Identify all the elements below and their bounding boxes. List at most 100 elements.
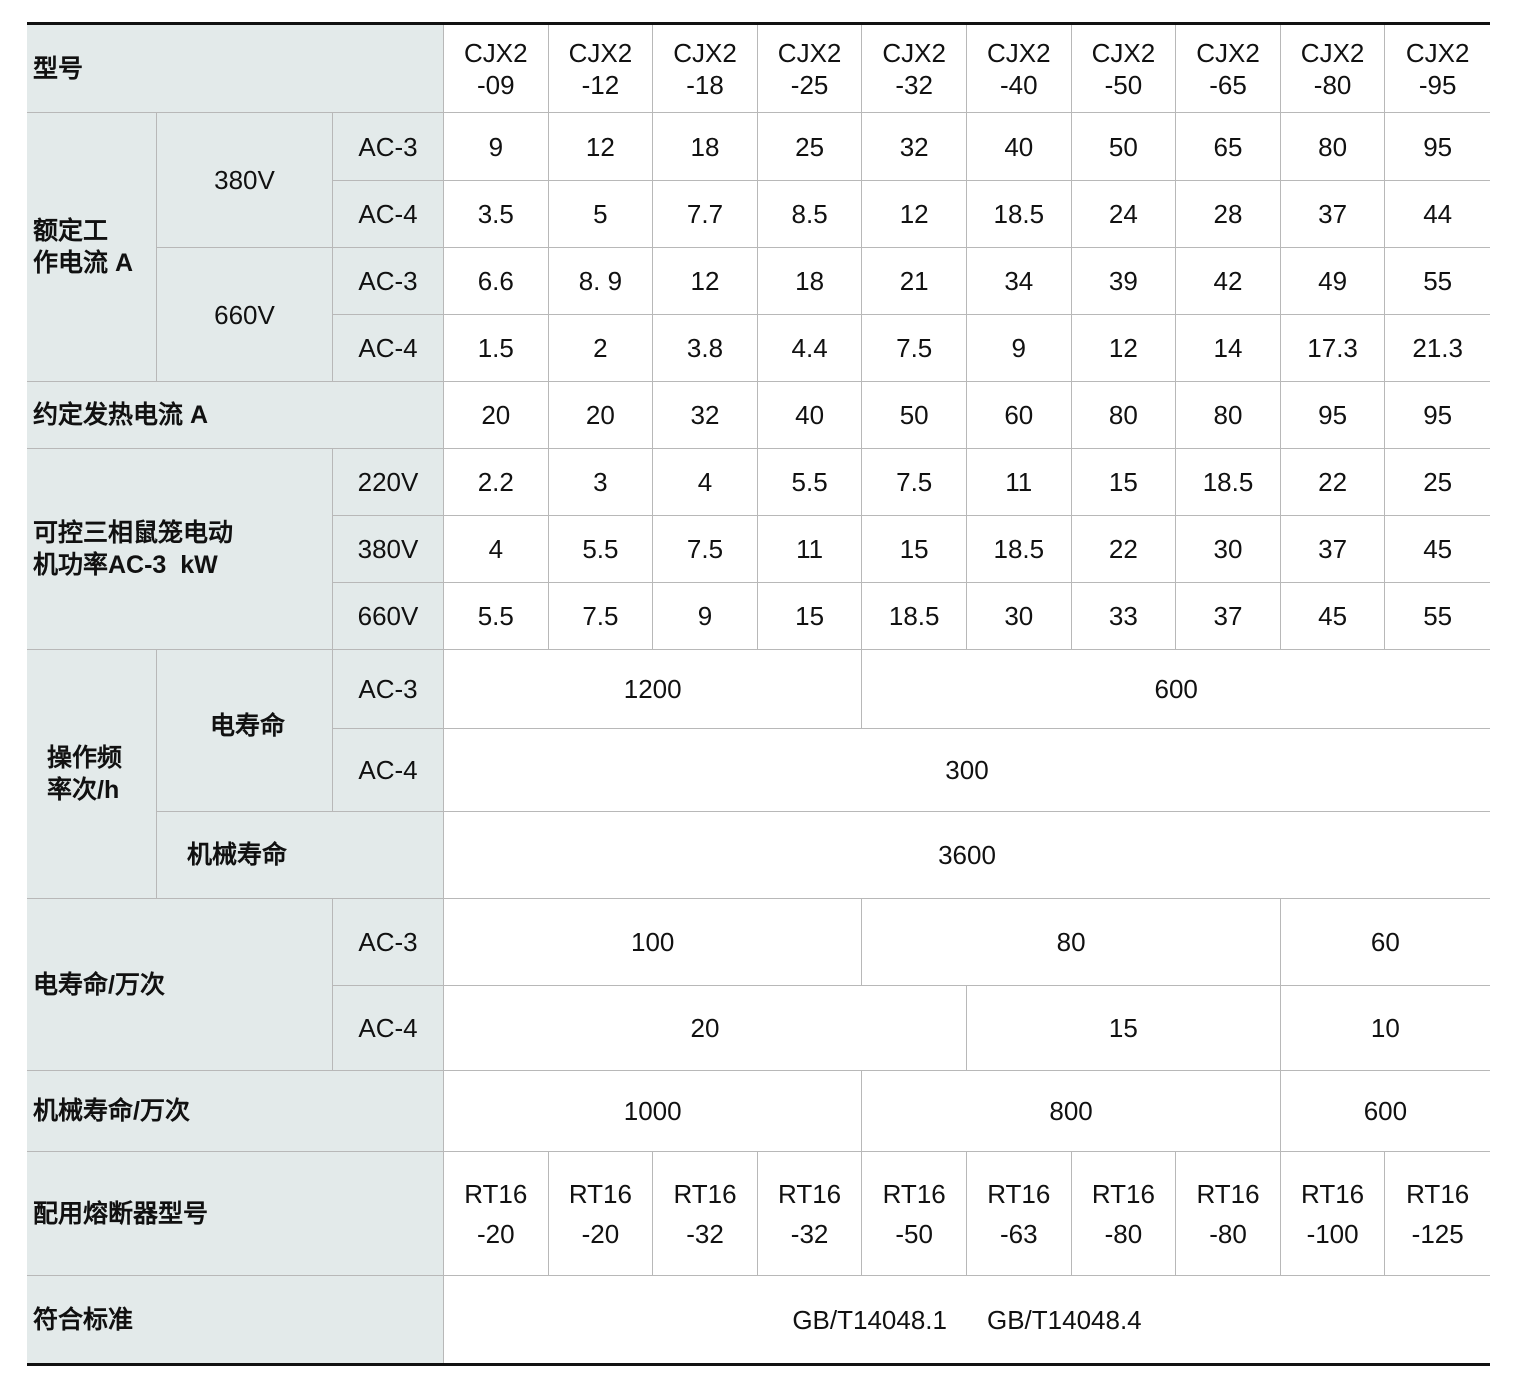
data-cell: 80 (1176, 382, 1281, 449)
data-cell: 11 (966, 449, 1072, 516)
data-cell: 95 (1385, 382, 1490, 449)
data-cell: 80 (1280, 113, 1386, 181)
data-cell: 45 (1385, 516, 1490, 583)
category-label: AC-4 (333, 729, 444, 812)
data-cell: 12 (548, 113, 654, 181)
standard-cell: GB/T14048.1 GB/T14048.4 (444, 1276, 1490, 1363)
fuse-cell: RT16 -63 (966, 1152, 1072, 1276)
data-cell: 2 (548, 315, 654, 382)
data-cell: 1000 (444, 1071, 863, 1152)
data-cell: 9 (966, 315, 1072, 382)
data-cell: 3600 (444, 812, 1490, 899)
data-cell: 42 (1176, 248, 1281, 315)
category-label: AC-3 (333, 248, 444, 315)
model-header: CJX2 -18 (653, 25, 758, 113)
standard-value: GB/T14048.1 (792, 1304, 947, 1335)
data-cell: 65 (1176, 113, 1281, 181)
data-cell: 55 (1385, 583, 1490, 650)
data-cell: 20 (548, 382, 654, 449)
data-cell: 39 (1071, 248, 1177, 315)
data-cell: 10 (1280, 986, 1490, 1071)
fuse-cell: RT16 -32 (653, 1152, 758, 1276)
model-header: CJX2 -09 (444, 25, 549, 113)
data-cell: 37 (1176, 583, 1281, 650)
data-cell: 600 (1280, 1071, 1490, 1152)
data-cell: 15 (757, 583, 863, 650)
data-cell: 95 (1280, 382, 1386, 449)
data-cell: 12 (653, 248, 758, 315)
data-cell: 7.5 (653, 516, 758, 583)
data-cell: 12 (862, 181, 967, 248)
data-cell: 80 (862, 899, 1281, 986)
fuse-cell: RT16 -125 (1385, 1152, 1490, 1276)
data-cell: 3 (548, 449, 654, 516)
category-label: AC-3 (333, 113, 444, 181)
voltage-label: 660V (333, 583, 444, 650)
data-cell: 3.5 (444, 181, 549, 248)
data-cell: 18 (757, 248, 863, 315)
category-label: AC-3 (333, 650, 444, 729)
data-cell: 17.3 (1280, 315, 1386, 382)
data-cell: 300 (444, 729, 1490, 812)
data-cell: 800 (862, 1071, 1281, 1152)
data-cell: 5.5 (757, 449, 863, 516)
model-header: CJX2 -95 (1385, 25, 1490, 113)
data-cell: 44 (1385, 181, 1490, 248)
fuse-cell: RT16 -20 (548, 1152, 654, 1276)
data-cell: 30 (1176, 516, 1281, 583)
data-cell: 5 (548, 181, 654, 248)
mechanical-life-10k-label: 机械寿命/万次 (27, 1071, 444, 1152)
data-cell: 32 (653, 382, 758, 449)
data-cell: 18.5 (862, 583, 967, 650)
voltage-label: 660V (157, 248, 333, 382)
motor-power-label: 可控三相鼠笼电动 机功率AC-3 kW (27, 449, 333, 650)
category-label: AC-3 (333, 899, 444, 986)
model-header: CJX2 -50 (1071, 25, 1177, 113)
model-header: CJX2 -25 (757, 25, 863, 113)
data-cell: 7.5 (862, 315, 967, 382)
data-cell: 9 (444, 113, 549, 181)
data-cell: 24 (1071, 181, 1177, 248)
model-header: CJX2 -32 (862, 25, 967, 113)
data-cell: 40 (757, 382, 863, 449)
data-cell: 37 (1280, 181, 1386, 248)
data-cell: 30 (966, 583, 1072, 650)
data-cell: 50 (862, 382, 967, 449)
data-cell: 49 (1280, 248, 1386, 315)
category-label: AC-4 (333, 986, 444, 1071)
data-cell: 5.5 (444, 583, 549, 650)
data-cell: 18 (653, 113, 758, 181)
data-cell: 21.3 (1385, 315, 1490, 382)
header-model-label: 型号 (27, 25, 444, 113)
voltage-label: 380V (333, 516, 444, 583)
data-cell: 600 (862, 650, 1490, 729)
fuse-cell: RT16 -80 (1176, 1152, 1281, 1276)
data-cell: 20 (444, 986, 967, 1071)
data-cell: 22 (1280, 449, 1386, 516)
data-cell: 7.7 (653, 181, 758, 248)
data-cell: 7.5 (862, 449, 967, 516)
data-cell: 6.6 (444, 248, 549, 315)
data-cell: 55 (1385, 248, 1490, 315)
rated-current-label: 额定工 作电流 A (27, 113, 157, 382)
data-cell: 15 (862, 516, 967, 583)
data-cell: 1.5 (444, 315, 549, 382)
data-cell: 25 (1385, 449, 1490, 516)
data-cell: 32 (862, 113, 967, 181)
standard-value: GB/T14048.4 (986, 1304, 1142, 1335)
data-cell: 45 (1280, 583, 1386, 650)
data-cell: 18.5 (1176, 449, 1281, 516)
standard-label: 符合标准 (27, 1276, 444, 1363)
data-cell: 11 (757, 516, 863, 583)
data-cell: 33 (1071, 583, 1177, 650)
data-cell: 4.4 (757, 315, 863, 382)
data-cell: 80 (1071, 382, 1177, 449)
voltage-label: 380V (157, 113, 333, 248)
fuse-cell: RT16 -32 (757, 1152, 863, 1276)
data-cell: 60 (966, 382, 1072, 449)
fuse-cell: RT16 -50 (862, 1152, 967, 1276)
operating-frequency-label: 操作频 率次/h (27, 650, 157, 899)
data-cell: 18.5 (966, 516, 1072, 583)
fuse-label: 配用熔断器型号 (27, 1152, 444, 1276)
data-cell: 4 (444, 516, 549, 583)
